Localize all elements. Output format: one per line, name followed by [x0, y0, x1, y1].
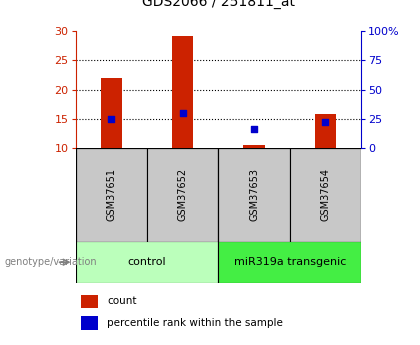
Point	[108, 116, 115, 122]
Bar	[76, 148, 147, 242]
Text: percentile rank within the sample: percentile rank within the sample	[107, 318, 283, 327]
Text: control: control	[128, 257, 166, 267]
Text: GSM37653: GSM37653	[249, 168, 259, 221]
Bar	[290, 148, 361, 242]
Text: count: count	[107, 296, 136, 306]
Text: GSM37651: GSM37651	[106, 168, 116, 221]
Bar	[172, 36, 193, 148]
Text: GSM37652: GSM37652	[178, 168, 188, 221]
Point	[179, 110, 186, 116]
Bar	[81, 295, 98, 308]
Text: miR319a transgenic: miR319a transgenic	[234, 257, 346, 267]
Text: GSM37654: GSM37654	[320, 168, 331, 221]
Bar	[315, 114, 336, 148]
Bar	[81, 316, 98, 330]
Text: genotype/variation: genotype/variation	[4, 257, 97, 267]
Bar	[100, 78, 122, 148]
Point	[251, 126, 257, 132]
Text: GDS2066 / 251811_at: GDS2066 / 251811_at	[142, 0, 295, 9]
Bar	[243, 146, 265, 148]
Bar	[76, 241, 218, 283]
Bar	[147, 148, 218, 242]
Bar	[218, 241, 361, 283]
Bar	[218, 148, 290, 242]
Point	[322, 119, 329, 125]
